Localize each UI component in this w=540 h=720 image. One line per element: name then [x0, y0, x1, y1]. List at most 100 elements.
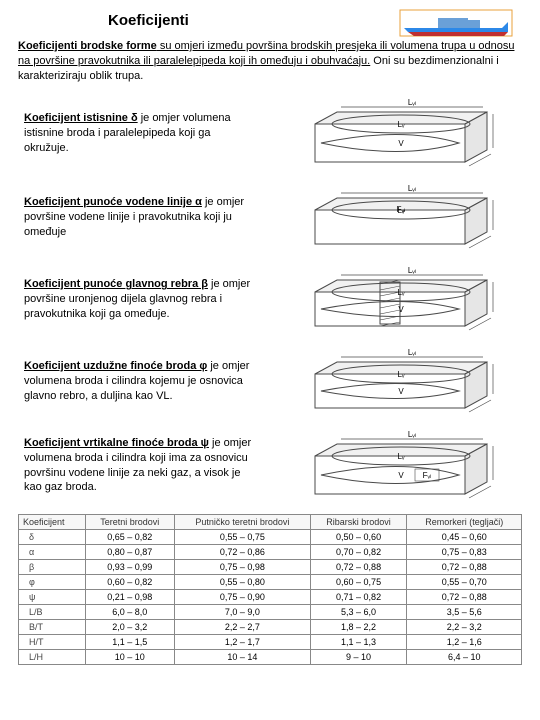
table-cell: 0,55 – 0,75	[175, 529, 311, 544]
table-row: B/T2,0 – 3,22,2 – 2,71,8 – 2,22,2 – 3,2	[19, 619, 522, 634]
definitions-list: Koeficijent istisnine δ je omjer volumen…	[18, 98, 522, 502]
table-cell: 0,75 – 0,90	[175, 589, 311, 604]
table-cell: 3,5 – 5,6	[407, 604, 522, 619]
table-cell: 0,21 – 0,98	[85, 589, 175, 604]
table-cell: 0,71 – 0,82	[310, 589, 407, 604]
table-cell: 0,80 – 0,87	[85, 544, 175, 559]
table-cell: 7,0 – 9,0	[175, 604, 311, 619]
svg-text:V: V	[398, 471, 404, 480]
definition-text: Koeficijent uzdužne finoće broda φ je om…	[18, 359, 258, 404]
svg-text:Lᵥ: Lᵥ	[397, 452, 404, 461]
table-cell: H/T	[19, 634, 86, 649]
svg-text:Fᵥₗ: Fᵥₗ	[423, 471, 432, 480]
definition-row: Koeficijent punoće glavnog rebra β je om…	[18, 266, 522, 334]
table-cell: 10 – 10	[85, 649, 175, 664]
table-cell: 1,8 – 2,2	[310, 619, 407, 634]
table-cell: 0,75 – 0,83	[407, 544, 522, 559]
definition-diagram: LᵥₗTᵥₗBᵥₗVLᵥ	[268, 348, 522, 416]
svg-text:Lᵥₗ: Lᵥₗ	[408, 348, 416, 357]
table-row: H/T1,1 – 1,51,2 – 1,71,1 – 1,31,2 – 1,6	[19, 634, 522, 649]
table-cell: B/T	[19, 619, 86, 634]
table-cell: 0,72 – 0,88	[407, 589, 522, 604]
ship-icon	[396, 8, 516, 43]
table-row: β0,93 – 0,990,75 – 0,980,72 – 0,880,72 –…	[19, 559, 522, 574]
table-cell: 0,45 – 0,60	[407, 529, 522, 544]
svg-text:Lᵥ: Lᵥ	[397, 120, 404, 129]
table-cell: 9 – 10	[310, 649, 407, 664]
svg-text:V: V	[398, 305, 404, 314]
definition-diagram: LᵥₗTᵥₗBᵥₗVLᵥ	[268, 266, 522, 334]
table-cell: 0,60 – 0,82	[85, 574, 175, 589]
table-cell: φ	[19, 574, 86, 589]
table-cell: L/H	[19, 649, 86, 664]
table-row: φ0,60 – 0,820,55 – 0,800,60 – 0,750,55 –…	[19, 574, 522, 589]
table-cell: 6,4 – 10	[407, 649, 522, 664]
definition-row: Koeficijent istisnine δ je omjer volumen…	[18, 98, 522, 170]
definition-row: Koeficijent uzdužne finoće broda φ je om…	[18, 348, 522, 416]
table-cell: 1,1 – 1,3	[310, 634, 407, 649]
table-row: L/B6,0 – 8,07,0 – 9,05,3 – 6,03,5 – 5,6	[19, 604, 522, 619]
table-cell: 2,0 – 3,2	[85, 619, 175, 634]
svg-text:Lᵥ: Lᵥ	[397, 206, 404, 215]
table-header: Putničko teretni brodovi	[175, 514, 311, 529]
definition-text: Koeficijent vrtikalne finoće broda ψ je …	[18, 436, 258, 495]
table-row: α0,80 – 0,870,72 – 0,860,70 – 0,820,75 –…	[19, 544, 522, 559]
svg-text:Lᵥ: Lᵥ	[397, 370, 404, 379]
intro-paragraph: Koeficijenti brodske forme su omjeri izm…	[18, 39, 522, 84]
table-cell: 1,2 – 1,7	[175, 634, 311, 649]
table-row: δ0,65 – 0,820,55 – 0,750,50 – 0,600,45 –…	[19, 529, 522, 544]
table-cell: 1,1 – 1,5	[85, 634, 175, 649]
svg-text:Lᵥₗ: Lᵥₗ	[408, 266, 416, 275]
table-cell: 0,55 – 0,70	[407, 574, 522, 589]
svg-text:Lᵥₗ: Lᵥₗ	[408, 184, 416, 193]
table-cell: β	[19, 559, 86, 574]
table-cell: 0,55 – 0,80	[175, 574, 311, 589]
definition-diagram: LᵥₗTᵥₗBᵥₗVLᵥ	[268, 98, 522, 170]
table-header: Ribarski brodovi	[310, 514, 407, 529]
table-header: Remorkeri (tegljači)	[407, 514, 522, 529]
svg-text:Lᵥₗ: Lᵥₗ	[408, 98, 416, 107]
intro-u3: omeđuju i obuhvaćaju.	[260, 55, 370, 67]
definition-title: Koeficijent istisnine δ	[24, 112, 138, 124]
definition-text: Koeficijent punoće glavnog rebra β je om…	[18, 277, 258, 322]
page-title: Koeficijenti	[108, 12, 189, 29]
definition-row: Koeficijent vrtikalne finoće broda ψ je …	[18, 430, 522, 502]
definition-row: Koeficijent punoće vodene linije α je om…	[18, 184, 522, 252]
definition-text: Koeficijent punoće vodene linije α je om…	[18, 195, 258, 240]
intro-bold: Koeficijenti brodske forme	[18, 40, 157, 52]
svg-text:Lᵥ: Lᵥ	[397, 288, 404, 297]
table-cell: 0,72 – 0,88	[407, 559, 522, 574]
table-header: Koeficijent	[19, 514, 86, 529]
table-cell: 1,2 – 1,6	[407, 634, 522, 649]
svg-text:V: V	[398, 139, 404, 148]
table-cell: 0,70 – 0,82	[310, 544, 407, 559]
definition-title: Koeficijent uzdužne finoće broda φ	[24, 360, 207, 372]
table-cell: 0,93 – 0,99	[85, 559, 175, 574]
intro-u1: su omjeri između površina brodskih presj…	[157, 40, 391, 52]
definition-diagram: LᵥₗTᵥₗBᵥₗFᵥₗLᵥ	[268, 184, 522, 252]
table-cell: 0,72 – 0,88	[310, 559, 407, 574]
coefficients-table: KoeficijentTeretni brodoviPutničko teret…	[18, 514, 522, 665]
definition-diagram: LᵥₗTᵥₗBᵥₗVFᵥₗLᵥ	[268, 430, 522, 502]
svg-text:V: V	[398, 387, 404, 396]
table-cell: α	[19, 544, 86, 559]
table-cell: L/B	[19, 604, 86, 619]
table-cell: 0,60 – 0,75	[310, 574, 407, 589]
table-cell: 10 – 14	[175, 649, 311, 664]
table-cell: 2,2 – 3,2	[407, 619, 522, 634]
table-cell: 0,75 – 0,98	[175, 559, 311, 574]
table-row: L/H10 – 1010 – 149 – 106,4 – 10	[19, 649, 522, 664]
table-row: ψ0,21 – 0,980,75 – 0,900,71 – 0,820,72 –…	[19, 589, 522, 604]
table-cell: 0,50 – 0,60	[310, 529, 407, 544]
table-cell: 2,2 – 2,7	[175, 619, 311, 634]
table-cell: 6,0 – 8,0	[85, 604, 175, 619]
table-cell: 0,65 – 0,82	[85, 529, 175, 544]
definition-title: Koeficijent punoće glavnog rebra β	[24, 278, 208, 290]
definition-title: Koeficijent punoće vodene linije α	[24, 196, 202, 208]
definition-text: Koeficijent istisnine δ je omjer volumen…	[18, 111, 258, 156]
table-cell: 5,3 – 6,0	[310, 604, 407, 619]
table-cell: ψ	[19, 589, 86, 604]
table-cell: 0,72 – 0,86	[175, 544, 311, 559]
svg-text:Lᵥₗ: Lᵥₗ	[408, 430, 416, 439]
table-cell: δ	[19, 529, 86, 544]
